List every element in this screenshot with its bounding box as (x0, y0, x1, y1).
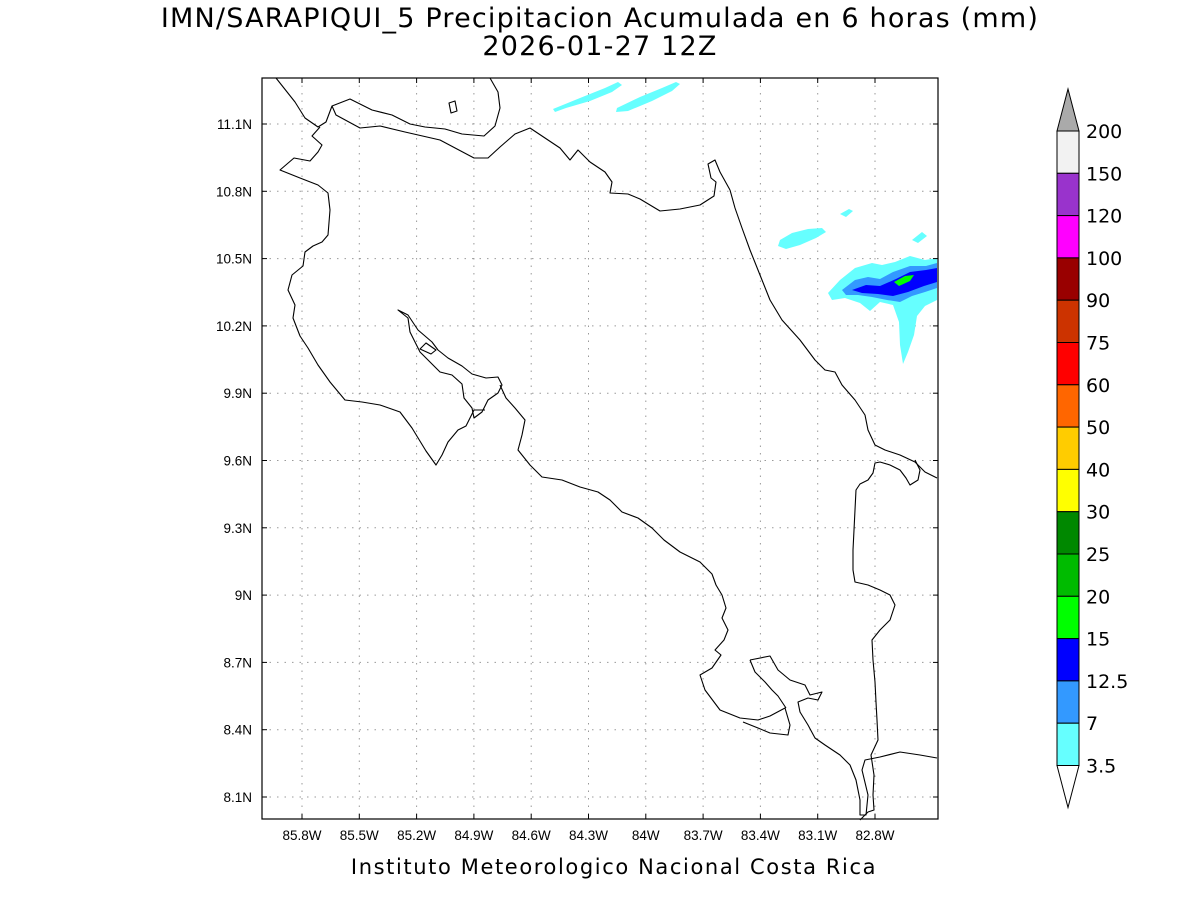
coastline-golfo-dulce (749, 659, 787, 709)
map-valid-time: 2026-01-27 12Z (482, 31, 718, 62)
footer-credit: Instituto Meteorologico Nacional Costa R… (350, 855, 878, 879)
colorbar-label: 60 (1086, 375, 1110, 397)
lon-tick-label: 85.5W (340, 828, 379, 843)
lon-tick-label: 84.3W (569, 828, 608, 843)
map-gridlines (262, 78, 938, 819)
colorbar-label: 75 (1086, 333, 1110, 355)
precip-area-north-1 (553, 82, 622, 112)
precip-area-north-2 (616, 82, 680, 112)
colorbar-label: 20 (1086, 586, 1110, 608)
map-title: IMN/SARAPIQUI_5 Precipitacion Acumulada … (160, 3, 1040, 34)
colorbar-segment (1056, 299, 1080, 344)
colorbar-segment (1056, 342, 1080, 386)
coastline-caribbean (729, 189, 938, 479)
lat-tick-label: 8.7N (223, 655, 252, 670)
coastline-lake-island (448, 100, 458, 114)
coastline-central-pacific (499, 384, 791, 736)
colorbar-label: 12.5 (1086, 671, 1128, 693)
precip-colorbar: 200 150 120 100 90 75 60 50 40 30 25 20 15 12.5 7 3.5 (1056, 87, 1128, 810)
colorbar-segment (1056, 722, 1080, 767)
colorbar-segment (1056, 595, 1080, 640)
colorbar-segment (1056, 468, 1080, 513)
lat-tick-label: 10.8N (216, 184, 252, 199)
coastline-osa-peninsula (749, 655, 938, 816)
colorbar-segment (1056, 257, 1080, 301)
colorbar-segment (1056, 384, 1080, 428)
coastline-gulf-island (419, 342, 437, 355)
colorbar-label: 90 (1086, 290, 1110, 312)
precip-area-east-3 (912, 232, 927, 243)
precip-area-east-2 (840, 209, 853, 217)
coastlines (275, 77, 938, 821)
lat-tick-label: 8.1N (223, 790, 252, 805)
colorbar-segment (1056, 130, 1080, 174)
map-frame (261, 77, 939, 820)
coastline-pacific (279, 126, 485, 466)
lon-tick-label: 84.6W (512, 828, 551, 843)
colorbar-label: 50 (1086, 417, 1110, 439)
colorbar-label: 40 (1086, 459, 1110, 481)
lat-tick-label: 9.3N (223, 521, 252, 536)
colorbar-top-arrow (1056, 87, 1080, 132)
lat-tick-label: 9N (235, 588, 252, 603)
lon-tick-label: 83.7W (684, 828, 723, 843)
colorbar-segment (1056, 553, 1080, 597)
colorbar-label: 30 (1086, 502, 1110, 524)
coastline-nicaragua-lake (275, 77, 501, 137)
lat-tick-label: 9.9N (223, 386, 252, 401)
coastline-panama-border (852, 459, 921, 821)
map-plot-area (261, 77, 939, 821)
latitude-axis: 11.1N 10.8N 10.5N 10.2N 9.9N 9.6N 9.3N 9N 8.7N 8.… (216, 117, 938, 805)
lon-tick-label: 83.4W (741, 828, 780, 843)
lat-tick-label: 11.1N (217, 117, 252, 132)
colorbar-label: 150 (1086, 163, 1122, 185)
colorbar-label: 200 (1086, 121, 1122, 143)
lon-tick-label: 85.2W (397, 828, 436, 843)
colorbar-label: 7 (1086, 713, 1098, 735)
lat-tick-label: 9.6N (223, 454, 252, 469)
colorbar-segment (1056, 680, 1080, 724)
precip-area-main-core (894, 275, 914, 286)
colorbar-label: 15 (1086, 629, 1110, 651)
map-background (262, 78, 938, 819)
colorbar-bottom-arrow (1056, 765, 1080, 810)
lat-tick-label: 8.4N (223, 723, 252, 738)
colorbar-label: 120 (1086, 206, 1122, 228)
colorbar-label: 3.5 (1086, 756, 1116, 778)
precip-areas (553, 82, 937, 364)
lat-tick-label: 10.2N (216, 319, 252, 334)
lat-tick-label: 10.5N (216, 252, 252, 267)
lon-tick-label: 84W (632, 828, 660, 843)
colorbar-label: 25 (1086, 544, 1110, 566)
lon-tick-label: 84.9W (454, 828, 493, 843)
lon-tick-label: 82.8W (855, 828, 894, 843)
longitude-axis: 85.8W 85.5W 85.2W 84.9W 84.6W 84.3W 84W 83.7W 83… (282, 78, 895, 843)
colorbar-label: 100 (1086, 248, 1122, 270)
lon-tick-label: 83.1W (798, 828, 837, 843)
colorbar-segment (1056, 215, 1080, 259)
colorbar-segment (1056, 511, 1080, 555)
colorbar-segment (1056, 638, 1080, 682)
lon-tick-label: 85.8W (282, 828, 321, 843)
coastline-nicoya-gulf (397, 309, 503, 419)
precip-area-east-1 (778, 228, 826, 249)
colorbar-segment (1056, 426, 1080, 470)
colorbar-segment (1056, 172, 1080, 217)
coastline-northern-border (331, 105, 731, 212)
